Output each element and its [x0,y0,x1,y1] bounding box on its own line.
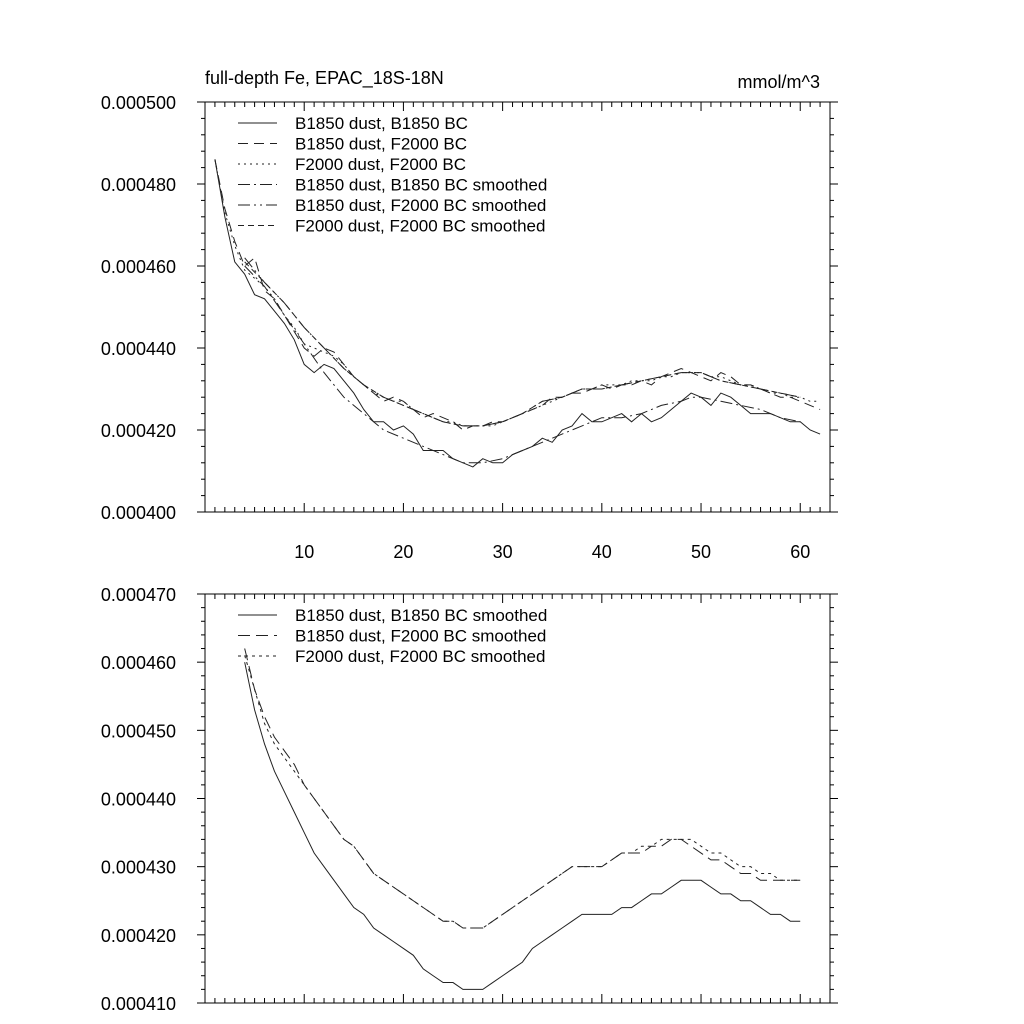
top-legend-label-4: B1850 dust, B1850 BC smoothed [295,176,547,195]
bottom-panel-legend: B1850 dust, B1850 BC smoothed B1850 dust,… [238,606,547,666]
bottom-panel-axes: 0.000410 0.000420 0.000430 0.000440 0.000450… [101,585,838,1014]
top-y-tick-label: 0.000500 [101,93,176,113]
bottom-panel-series [244,648,801,990]
bottom-y-tick-label: 0.000410 [101,994,176,1014]
bottom-y-tick-label: 0.000430 [101,858,176,878]
top-panel-series [214,159,821,468]
top-plot-frame [204,101,831,513]
top-panel-axes: 10 20 30 40 50 60 0.000400 0.000420 0.000440 0.00… [101,93,838,562]
top-x-tick-label: 50 [691,542,711,562]
bottom-legend-label-2: B1850 dust, F2000 BC smoothed [295,627,546,646]
top-series-line-4 [244,265,801,464]
top-x-tick-label: 20 [393,542,413,562]
bottom-y-tick-label: 0.000450 [101,721,176,741]
top-y-tick-label: 0.000460 [101,257,176,277]
bottom-legend-label-1: B1850 dust, B1850 BC smoothed [295,606,547,625]
top-x-tick-label: 10 [294,542,314,562]
bottom-panel: 0.000410 0.000420 0.000430 0.000440 0.000450… [101,585,838,1014]
top-panel-units: mmol/m^3 [738,72,820,92]
top-legend-label-6: F2000 dust, F2000 BC smoothed [295,217,545,236]
top-legend-label-2: B1850 dust, F2000 BC [295,135,467,154]
top-x-tick-label: 40 [592,542,612,562]
top-legend-label-3: F2000 dust, F2000 BC [295,155,466,174]
bottom-y-tick-label: 0.000420 [101,926,176,946]
bottom-series-line-3 [244,655,801,929]
top-y-tick-label: 0.000400 [101,503,176,523]
top-legend-label-5: B1850 dust, F2000 BC smoothed [295,196,546,215]
top-x-tick-label: 60 [790,542,810,562]
bottom-series-line-1 [244,662,801,990]
top-x-tick-label: 30 [493,542,513,562]
top-panel: full-depth Fe, EPAC_18S-18N mmol/m^3 10 2… [101,68,838,562]
bottom-y-tick-label: 0.000440 [101,790,176,810]
bottom-legend-label-3: F2000 dust, F2000 BC smoothed [295,647,545,666]
bottom-y-tick-label: 0.000470 [101,585,176,605]
top-panel-title: full-depth Fe, EPAC_18S-18N [205,68,444,89]
top-legend-label-1: B1850 dust, B1850 BC [295,114,468,133]
top-y-tick-label: 0.000440 [101,339,176,359]
top-y-tick-label: 0.000480 [101,175,176,195]
bottom-series-line-2 [244,648,801,929]
top-panel-legend: B1850 dust, B1850 BC B1850 dust, F2000 BC… [238,114,547,236]
top-y-tick-label: 0.000420 [101,421,176,441]
top-series-line-6 [244,261,801,427]
bottom-y-tick-label: 0.000460 [101,653,176,673]
